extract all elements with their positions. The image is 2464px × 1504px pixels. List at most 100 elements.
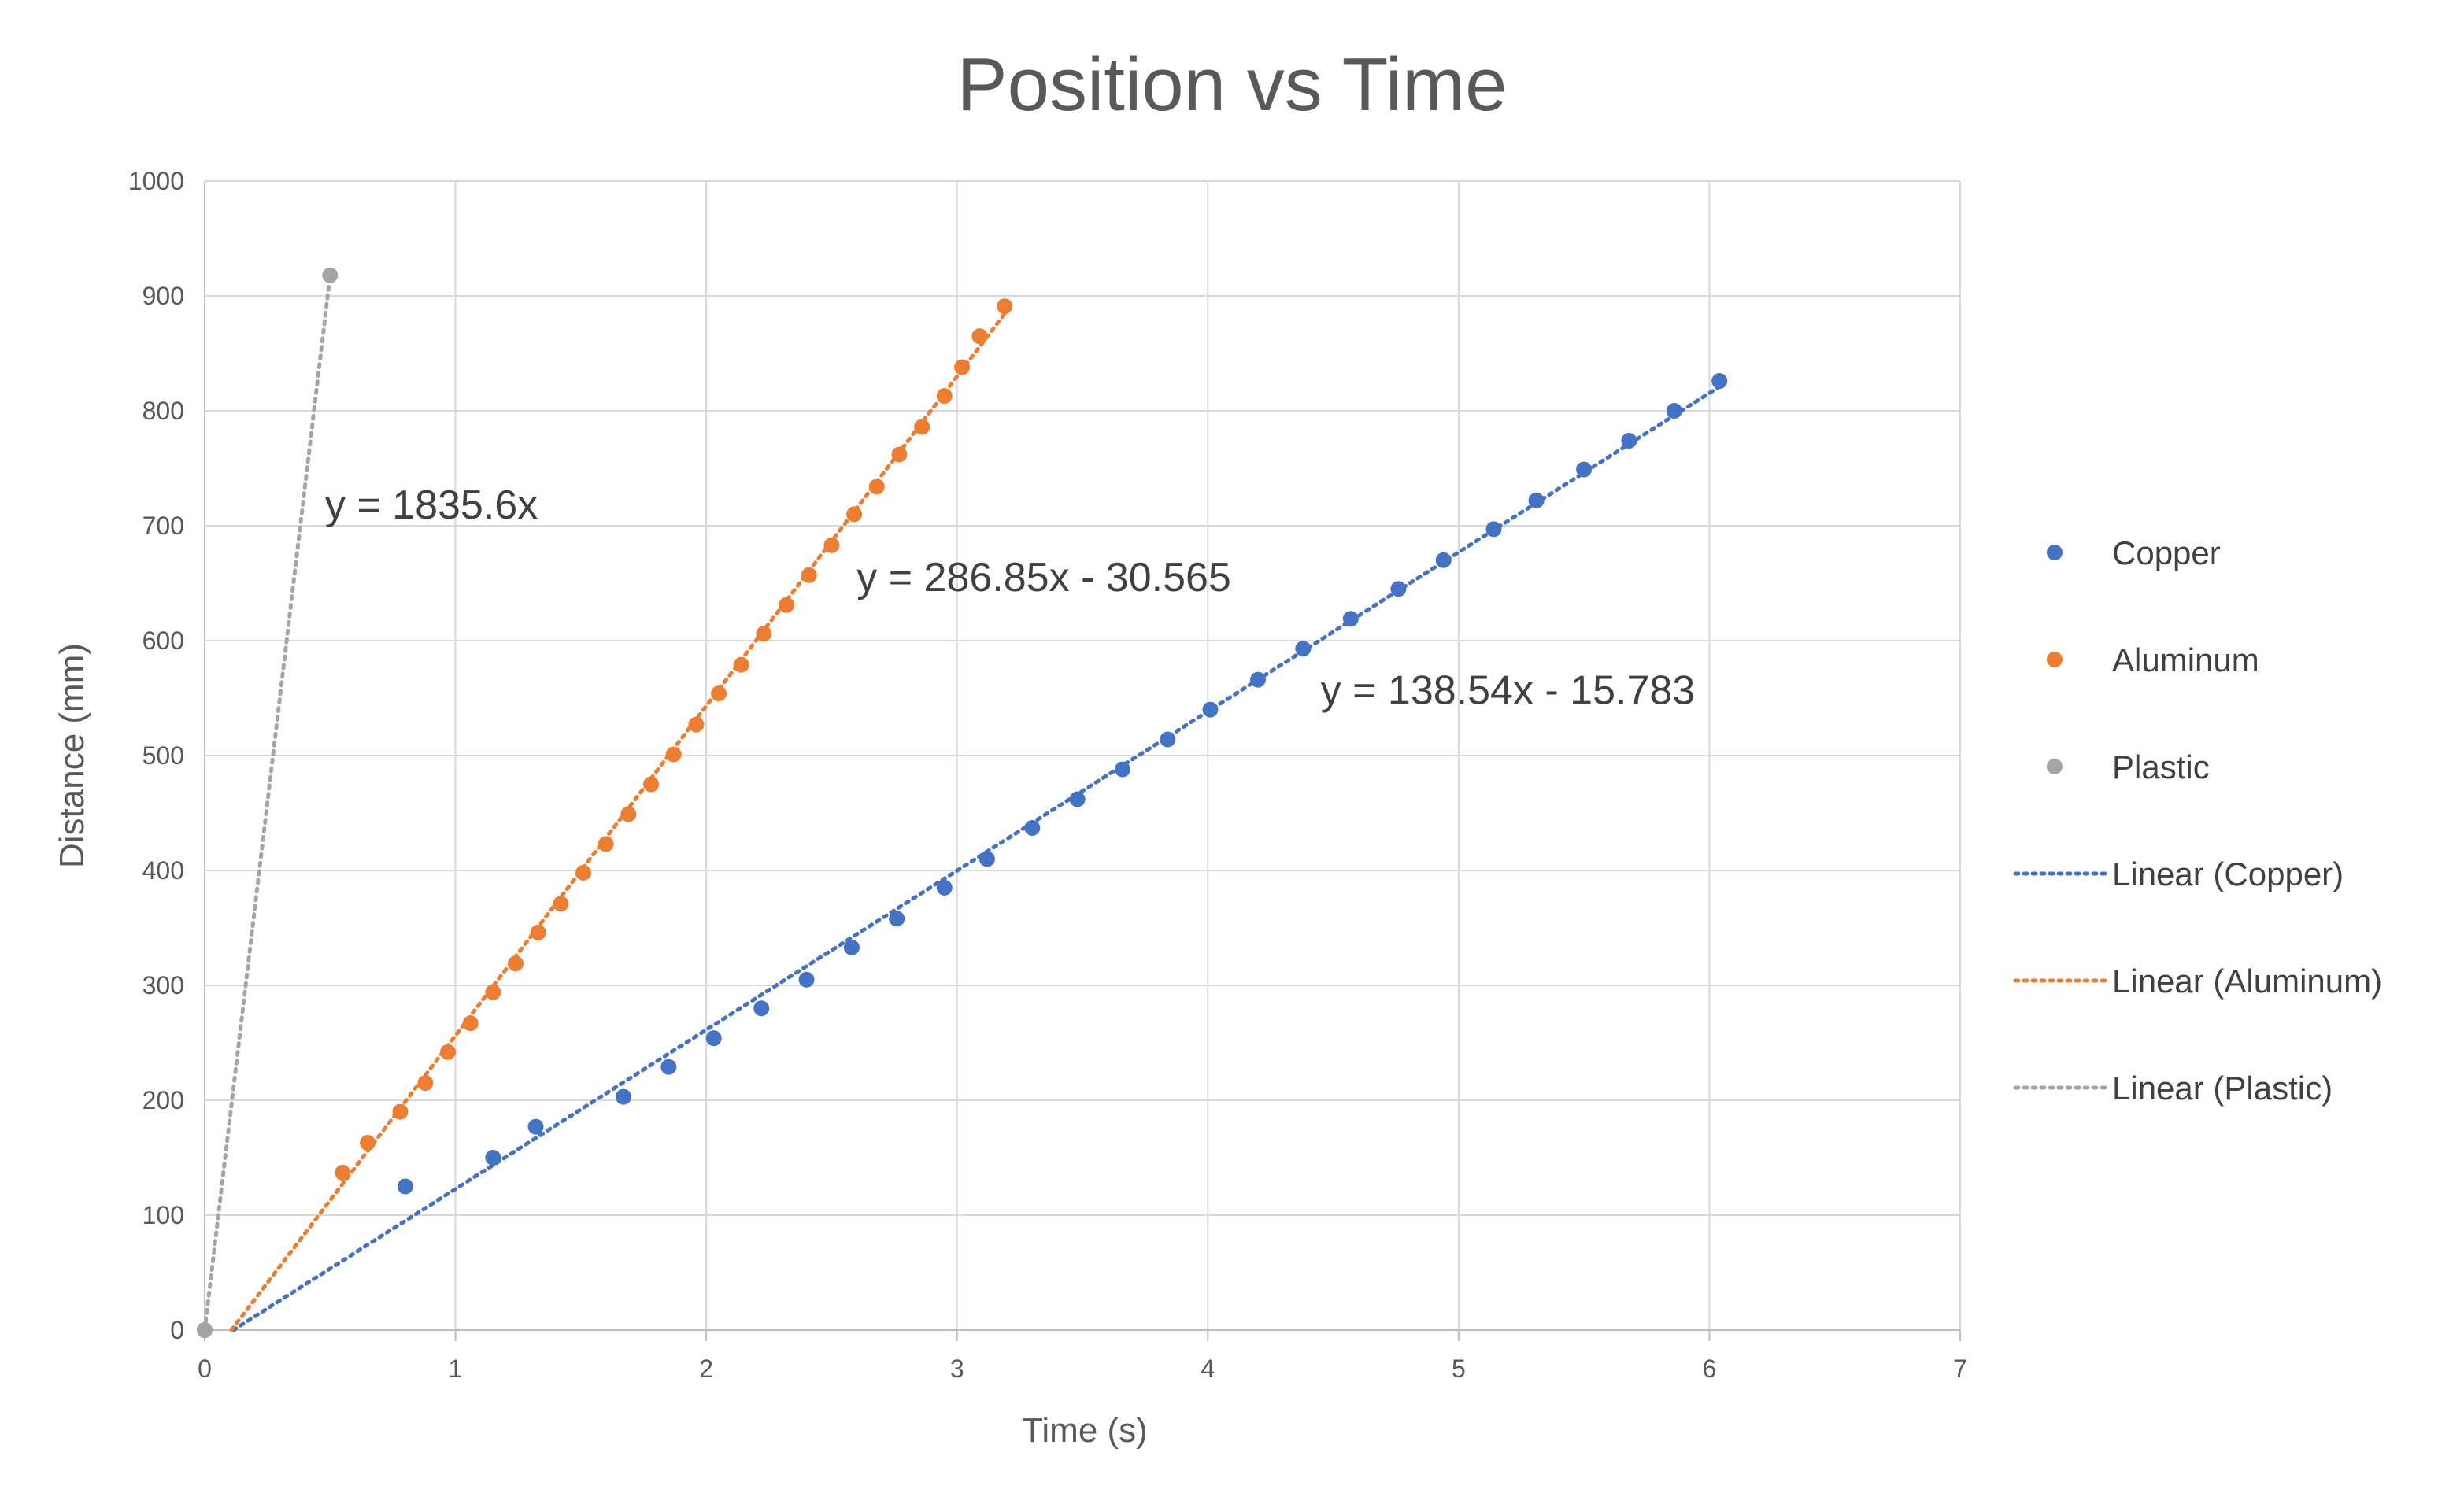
data-point [1342,611,1359,627]
y-tick-label: 200 [142,1086,184,1114]
data-point [1666,403,1682,419]
data-point [527,1118,544,1135]
legend-item: Linear (Aluminum) [2013,963,2382,1000]
data-point [868,479,885,495]
data-point [197,1322,213,1338]
series-aluminum [197,298,1013,1338]
data-point [553,896,569,912]
legend-label: Linear (Copper) [2112,855,2344,892]
data-point [914,419,930,435]
x-tick-label: 6 [1703,1354,1717,1383]
x-tick-label: 4 [1201,1354,1215,1383]
legend-marker [2047,652,2063,667]
data-point [620,806,637,822]
legend-marker [2047,759,2063,774]
data-point [575,864,592,881]
series-plastic [197,267,339,1338]
y-tick-label: 400 [142,856,184,885]
data-point [954,359,971,375]
data-point [1390,581,1407,597]
tick-labels: 0 100 200 300 400 500 600 700 800 900 1000 0 1 2 3 4 5 6 7 [128,167,1967,1383]
data-point [1202,701,1219,718]
legend-label: Linear (Plastic) [2112,1070,2333,1107]
data-point [397,1178,413,1195]
data-point [971,328,988,345]
data-point [598,836,614,852]
data-point [485,1150,501,1166]
y-tick-label: 700 [142,512,184,540]
y-tick-label: 800 [142,397,184,425]
legend-item: Aluminum [2047,641,2259,678]
y-tick-label: 100 [142,1201,184,1229]
y-axis-title: Distance (mm) [53,643,91,868]
data-point [322,267,339,283]
y-tick-label: 600 [142,626,184,655]
data-point [508,955,524,972]
trendline-equations: y = 138.54x - 15.783 y = 286.85x - 30.565… [325,482,1695,713]
data-point [1069,791,1086,807]
data-point [665,746,682,763]
legend-label: Copper [2112,534,2221,571]
data-point [530,924,546,940]
y-tick-label: 500 [142,741,184,770]
trendline-equation: y = 138.54x - 15.783 [1321,667,1696,713]
trendlines [202,273,1722,1332]
data-point [643,776,660,793]
data-point [1711,373,1728,390]
data-point [756,626,772,642]
data-point [1160,731,1176,748]
data-point [936,879,953,896]
data-point [1435,552,1452,568]
data-point [1024,819,1041,836]
y-tick-label: 900 [142,282,184,310]
data-point [1485,521,1502,538]
data-point [801,567,817,583]
data-point [705,1030,722,1047]
data-point [1621,432,1637,449]
legend-label: Linear (Aluminum) [2112,963,2382,1000]
x-tick-label: 7 [1953,1354,1967,1383]
trendline-equation: y = 286.85x - 30.565 [856,555,1231,600]
trendline-linear-plastic [202,273,332,1332]
data-point [1114,761,1130,778]
legend: Copper Aluminum Plastic Linear (Copper) Line… [2013,534,2382,1107]
data-point [823,537,840,553]
data-point [360,1135,376,1151]
trendline-equation: y = 1835.6x [325,482,538,528]
data-point [889,911,905,927]
legend-item: Linear (Copper) [2013,855,2344,892]
x-tick-label: 2 [699,1354,713,1383]
data-point [753,1000,770,1017]
legend-marker [2047,545,2063,560]
legend-item: Plastic [2047,748,2210,785]
data-point [392,1103,409,1120]
data-point [462,1015,479,1032]
data-point [1295,641,1312,657]
y-tick-label: 1000 [128,167,184,195]
data-point [417,1075,434,1092]
y-tick-label: 300 [142,971,184,1000]
data-point [660,1059,677,1075]
chart-title: Position vs Time [957,42,1508,127]
x-tick-label: 3 [950,1354,964,1383]
data-point [688,716,705,733]
legend-item: Linear (Plastic) [2013,1070,2333,1107]
x-tick-label: 5 [1452,1354,1466,1383]
data-point [979,851,995,867]
data-point [779,597,795,613]
legend-label: Plastic [2112,748,2210,785]
data-point [440,1044,457,1060]
data-point [798,971,815,988]
legend-label: Aluminum [2112,641,2259,678]
data-point [335,1164,351,1181]
data-point [711,685,727,702]
x-tick-label: 0 [198,1354,212,1383]
data-point [1250,671,1266,688]
data-point [997,298,1013,315]
x-tick-label: 1 [449,1354,463,1383]
legend-item: Copper [2047,534,2221,571]
grid-lines [205,180,1961,1330]
data-point [891,446,908,463]
data-point [616,1088,632,1105]
